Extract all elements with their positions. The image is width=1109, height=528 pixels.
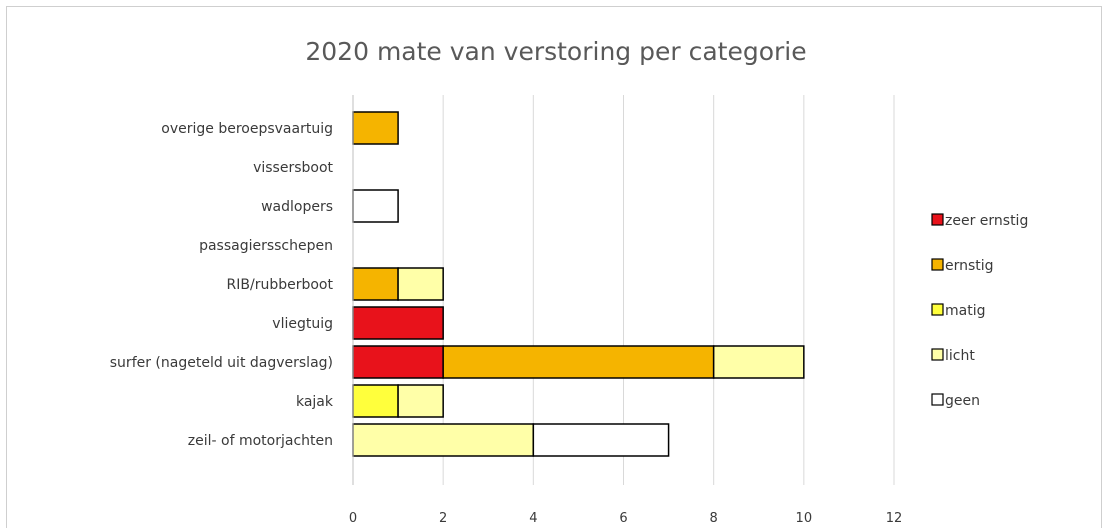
category-label: vissersboot [253,160,333,176]
bar-segment [712,345,805,379]
category-label: zeil- of motorjachten [188,433,333,449]
bar-segment [352,189,399,223]
category-label: RIB/rubberboot [227,277,334,293]
bar-segment [352,423,535,457]
bar-segment [442,345,715,379]
bar-segment [352,306,444,340]
bars [352,111,805,457]
legend-label: matig [945,303,985,319]
legend-label: licht [945,348,975,364]
category-label: wadlopers [261,199,333,215]
legend-label: zeer ernstig [945,213,1028,229]
legend-label: geen [945,393,980,409]
x-tick-label: 10 [796,511,813,526]
category-label: passagiersschepen [199,238,333,254]
legend-label: ernstig [945,258,994,274]
legend-swatch [931,213,944,226]
x-tick-label: 12 [886,511,903,526]
bar-segment [532,423,670,457]
x-tick-label: 2 [439,511,447,526]
legend-swatch [931,258,944,271]
category-label: vliegtuig [272,316,333,332]
bar-segment [352,267,399,301]
x-tick-label: 0 [349,511,357,526]
bar-segment [352,345,444,379]
bar-segment [352,384,399,418]
category-label: kajak [296,394,334,410]
category-label: overige beroepsvaartuig [161,121,333,137]
axes: 0 2 4 6 8 10 12 overige beroepsvaartuig vissersb… [110,95,903,526]
x-tick-label: 8 [710,511,718,526]
bar-segment [397,384,444,418]
legend-swatch [931,393,944,406]
category-label: surfer (nageteld uit dagverslag) [110,355,333,371]
x-tick-label: 6 [619,511,627,526]
legend-swatch [931,348,944,361]
legend-swatch [931,303,944,316]
bar-segment [352,111,399,145]
legend: zeer ernstig ernstig matig licht geen [931,213,1028,409]
bar-segment [397,267,444,301]
x-tick-label: 4 [529,511,537,526]
chart-title: 2020 mate van verstoring per categorie [305,37,806,66]
